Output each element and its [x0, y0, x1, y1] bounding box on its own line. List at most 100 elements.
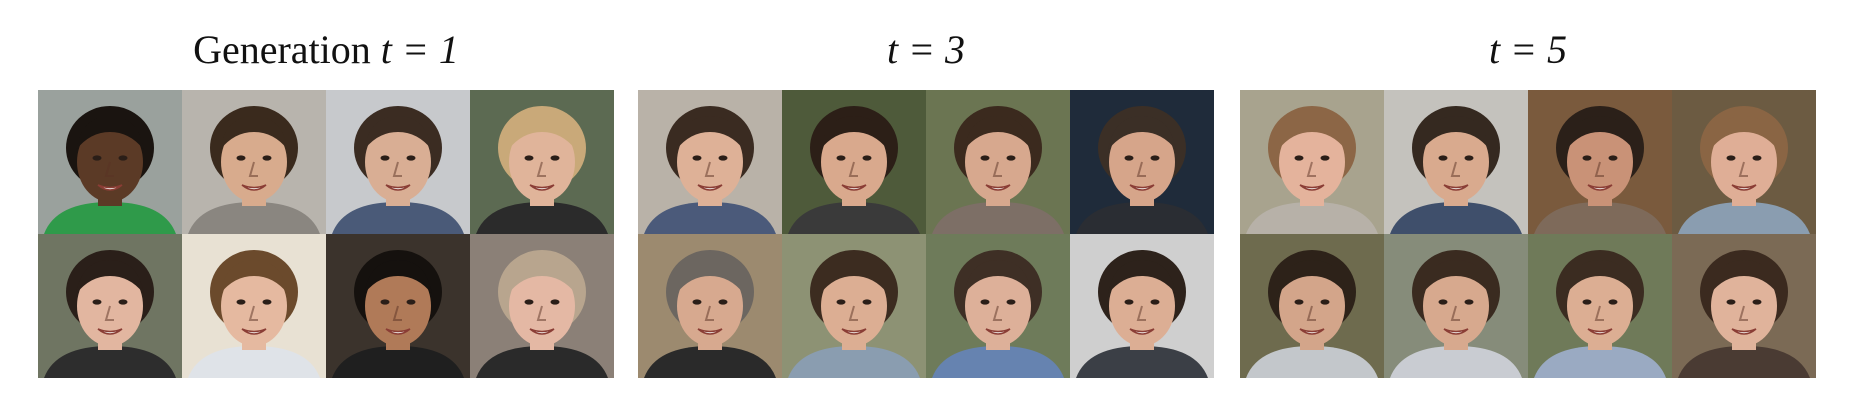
face-portrait	[1384, 234, 1528, 378]
panel-generation-3: t = 3	[638, 0, 1214, 412]
face-eye	[263, 299, 272, 304]
face-eye	[1753, 299, 1762, 304]
face-eye	[1295, 155, 1304, 160]
face-eye	[1465, 155, 1474, 160]
face-eye	[1151, 155, 1160, 160]
face-image	[926, 234, 1070, 378]
face-image	[182, 90, 326, 234]
face-eye	[719, 299, 728, 304]
face-portrait	[1070, 234, 1214, 378]
face-portrait	[1240, 234, 1384, 378]
panel-title-math: t = 1	[381, 27, 459, 72]
face-eye	[93, 155, 102, 160]
face-eye	[693, 155, 702, 160]
face-eye	[1007, 299, 1016, 304]
face-image	[38, 90, 182, 234]
face-eye	[1727, 155, 1736, 160]
face-eye	[1007, 155, 1016, 160]
face-eye	[407, 155, 416, 160]
face-image	[326, 90, 470, 234]
panel-title-math: t = 5	[1489, 27, 1567, 72]
face-eye	[551, 299, 560, 304]
face-image	[326, 234, 470, 378]
face-image	[638, 90, 782, 234]
face-eye	[1465, 299, 1474, 304]
face-image	[782, 234, 926, 378]
face-eye	[837, 299, 846, 304]
face-eye	[93, 299, 102, 304]
face-eye	[837, 155, 846, 160]
face-eye	[1321, 299, 1330, 304]
face-image	[926, 90, 1070, 234]
face-portrait	[638, 234, 782, 378]
face-image	[1240, 234, 1384, 378]
face-image	[182, 234, 326, 378]
face-eye	[1439, 299, 1448, 304]
face-image	[1672, 90, 1816, 234]
face-eye	[119, 299, 128, 304]
face-portrait	[1070, 90, 1214, 234]
face-image	[1528, 234, 1672, 378]
face-eye	[981, 155, 990, 160]
face-portrait	[326, 234, 470, 378]
face-eye	[1609, 299, 1618, 304]
face-eye	[1727, 299, 1736, 304]
face-image	[1384, 90, 1528, 234]
face-eye	[1753, 155, 1762, 160]
panel-title: Generation t = 1	[38, 22, 614, 78]
face-eye	[407, 299, 416, 304]
face-grid	[638, 90, 1214, 378]
face-image	[1528, 90, 1672, 234]
face-portrait	[926, 234, 1070, 378]
face-portrait	[782, 234, 926, 378]
face-portrait	[38, 90, 182, 234]
face-image	[1384, 234, 1528, 378]
panel-title-math: t = 3	[887, 27, 965, 72]
face-portrait	[326, 90, 470, 234]
face-eye	[863, 299, 872, 304]
face-portrait	[1672, 234, 1816, 378]
face-eye	[237, 299, 246, 304]
face-portrait	[1672, 90, 1816, 234]
face-eye	[1583, 155, 1592, 160]
face-grid	[38, 90, 614, 378]
face-image	[470, 234, 614, 378]
face-eye	[1125, 299, 1134, 304]
face-portrait	[782, 90, 926, 234]
face-portrait	[38, 234, 182, 378]
face-portrait	[1240, 90, 1384, 234]
panel-generation-5: t = 5	[1240, 0, 1816, 412]
face-eye	[381, 299, 390, 304]
face-portrait	[1528, 234, 1672, 378]
face-image	[1070, 234, 1214, 378]
face-portrait	[470, 234, 614, 378]
face-portrait	[1528, 90, 1672, 234]
face-image	[1070, 90, 1214, 234]
face-image	[1672, 234, 1816, 378]
panel-title: t = 3	[638, 22, 1214, 78]
face-eye	[719, 155, 728, 160]
face-image	[38, 234, 182, 378]
face-eye	[263, 155, 272, 160]
face-eye	[1583, 299, 1592, 304]
face-image	[638, 234, 782, 378]
face-image	[470, 90, 614, 234]
face-portrait	[182, 90, 326, 234]
face-eye	[1609, 155, 1618, 160]
face-eye	[1321, 155, 1330, 160]
face-eye	[1439, 155, 1448, 160]
panel-title-text: Generation	[193, 27, 381, 72]
face-eye	[863, 155, 872, 160]
face-image	[782, 90, 926, 234]
face-eye	[381, 155, 390, 160]
face-eye	[1151, 299, 1160, 304]
face-eye	[525, 299, 534, 304]
face-portrait	[470, 90, 614, 234]
face-eye	[551, 155, 560, 160]
face-eye	[1295, 299, 1304, 304]
face-eye	[119, 155, 128, 160]
face-portrait	[926, 90, 1070, 234]
face-image	[1240, 90, 1384, 234]
face-eye	[981, 299, 990, 304]
face-eye	[693, 299, 702, 304]
